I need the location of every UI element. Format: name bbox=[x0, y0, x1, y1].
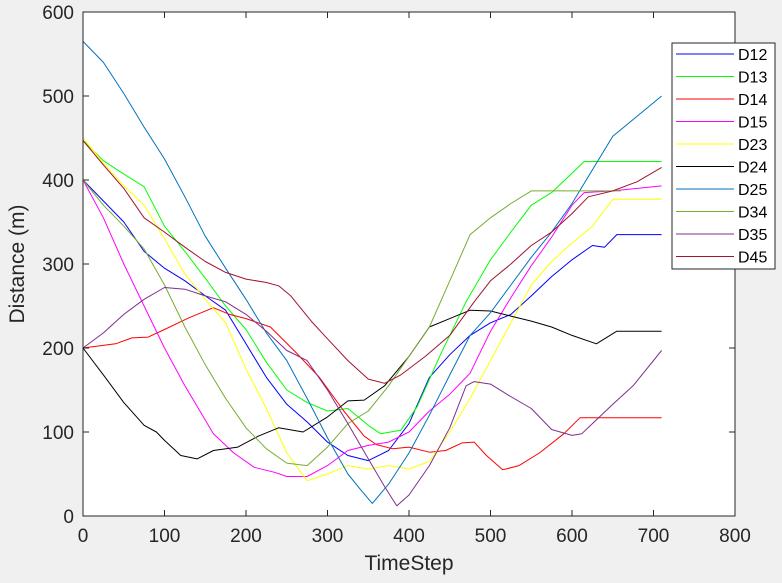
series-line-d35 bbox=[82, 287, 662, 507]
series-line-d24 bbox=[82, 309, 662, 460]
x-tick-label: 500 bbox=[475, 526, 507, 547]
y-tick-label: 300 bbox=[42, 255, 74, 276]
series-line-d23 bbox=[82, 137, 662, 482]
y-tick-label: 200 bbox=[42, 339, 74, 360]
legend-label-d15: D15 bbox=[738, 115, 767, 132]
x-axis-label: TimeStep bbox=[364, 552, 453, 575]
series-layer bbox=[82, 41, 662, 507]
ticks-layer: 0 100 200 300 400 500 600 700 800 0 100 200 300 400 50… bbox=[42, 3, 751, 547]
legend: D12 D13 D14 D15 D23 D24 D25 D34 D35 D45 bbox=[671, 42, 776, 270]
legend-label-d13: D13 bbox=[738, 70, 767, 87]
legend-label-d24: D24 bbox=[738, 160, 767, 177]
x-tick-label: 300 bbox=[312, 526, 344, 547]
series-line-d45 bbox=[82, 140, 662, 384]
y-tick-label: 100 bbox=[42, 423, 74, 444]
legend-label-d35: D35 bbox=[738, 227, 767, 244]
x-tick-label: 200 bbox=[230, 526, 262, 547]
x-tick-label: 400 bbox=[393, 526, 425, 547]
plot-area bbox=[83, 12, 735, 516]
y-tick-label: 600 bbox=[42, 3, 74, 24]
legend-label-d25: D25 bbox=[738, 182, 767, 199]
x-tick-label: 600 bbox=[556, 526, 588, 547]
legend-label-d12: D12 bbox=[738, 47, 767, 64]
x-tick-label: 100 bbox=[149, 526, 181, 547]
series-line-d15 bbox=[82, 179, 662, 477]
x-tick-label: 700 bbox=[638, 526, 670, 547]
legend-label-d23: D23 bbox=[738, 137, 767, 154]
legend-label-d34: D34 bbox=[738, 205, 767, 222]
y-tick-label: 500 bbox=[42, 87, 74, 108]
series-line-d13 bbox=[82, 140, 662, 435]
series-line-d34 bbox=[82, 179, 621, 467]
legend-label-d45: D45 bbox=[738, 250, 767, 267]
x-tick-label: 0 bbox=[78, 526, 89, 547]
y-tick-label: 400 bbox=[42, 171, 74, 192]
legend-label-d14: D14 bbox=[738, 92, 767, 109]
series-line-d25 bbox=[82, 41, 662, 504]
series-line-d12 bbox=[82, 179, 662, 462]
y-axis-label: Distance (m) bbox=[6, 204, 29, 323]
y-tick-label: 0 bbox=[63, 507, 74, 528]
series-line-d14 bbox=[82, 307, 662, 471]
legend-box bbox=[671, 42, 776, 270]
x-tick-label: 800 bbox=[719, 526, 751, 547]
